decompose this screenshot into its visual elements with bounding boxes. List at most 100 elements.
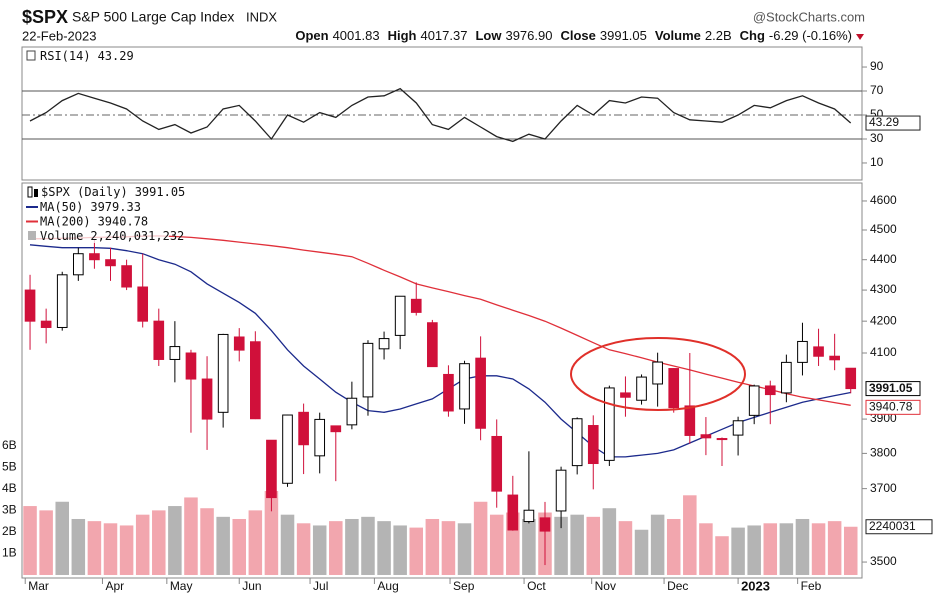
candle-body: [40, 320, 52, 328]
candle-body: [394, 295, 406, 336]
quote-label: Open: [295, 28, 328, 43]
x-tick-label: Mar: [28, 579, 49, 593]
candle-body: [716, 438, 728, 441]
legend: Volume 2,240,031,232: [40, 229, 184, 243]
y-tick-label: 70: [870, 83, 884, 97]
candle-body: [24, 289, 36, 322]
value-box: [865, 519, 933, 535]
x-tick-label: May: [170, 579, 193, 593]
volume-bar: [264, 490, 279, 575]
volume-bar: [731, 527, 745, 575]
candle-body: [169, 346, 181, 360]
volume-bar: [296, 523, 311, 575]
rsi-line: [29, 87, 852, 143]
candle-body: [764, 385, 776, 396]
y-tick-label: 4100: [870, 345, 897, 359]
volume-tick-label: 3B: [2, 503, 17, 517]
y-tick-label: 3800: [870, 446, 897, 460]
volume-bar: [168, 506, 182, 575]
index-name: S&P 500 Large Cap Index: [72, 9, 234, 25]
volume-bar: [393, 525, 407, 575]
candle-body: [652, 361, 663, 385]
volume-bar: [683, 495, 697, 575]
x-tick-label: Aug: [377, 579, 398, 593]
candle-body: [443, 373, 454, 412]
volume-bar: [618, 521, 633, 575]
legend-icon: [27, 186, 33, 198]
volume-bar: [570, 514, 584, 575]
volume-bar: [312, 525, 327, 575]
quote-label: Volume: [655, 28, 701, 43]
volume-tick-label: 6B: [2, 438, 17, 452]
volume-bar: [473, 501, 488, 575]
volume-bar: [87, 521, 102, 575]
volume-bar: [666, 518, 681, 575]
candle-body: [491, 435, 503, 492]
volume-tick-label: 4B: [2, 481, 17, 495]
y-tick-label: 4400: [870, 252, 897, 266]
candle-body: [266, 439, 277, 499]
quote-value: 4017.37: [420, 28, 467, 43]
legend-icon: [26, 50, 36, 61]
moving-average: [29, 235, 851, 406]
volume-bar: [119, 525, 134, 575]
candle-body: [732, 420, 744, 436]
candle-body: [829, 355, 840, 361]
change-arrow: [856, 34, 864, 40]
y-tick-label: 90: [870, 59, 884, 73]
legend-value: 3940.78: [98, 214, 149, 228]
x-tick-label: Jun: [242, 579, 261, 593]
y-tick-label: 3700: [870, 481, 897, 495]
candle-body: [250, 341, 261, 420]
x-tick-label: Nov: [595, 579, 616, 593]
candle-body: [201, 378, 213, 420]
volume-bar: [135, 514, 150, 575]
y-tick-label: 30: [870, 131, 884, 145]
candle-body: [620, 392, 631, 398]
candle-body: [748, 385, 760, 416]
volume-bar: [152, 510, 166, 575]
volume-bar: [345, 518, 359, 575]
legend-name: $SPX (Daily): [41, 185, 128, 199]
volume-bar: [650, 514, 665, 575]
candle-body: [137, 286, 149, 322]
legend-name: MA(50): [40, 200, 83, 214]
volume-bar: [522, 518, 536, 575]
volume-bar: [763, 523, 778, 575]
volume-bar: [457, 523, 472, 575]
volume-bar: [216, 516, 230, 575]
candle-body: [298, 411, 309, 446]
volume-bar: [489, 514, 504, 575]
legend-icon: [34, 189, 38, 197]
x-tick-label: Oct: [527, 579, 546, 593]
value-box: [865, 381, 921, 397]
volume-bar: [184, 497, 198, 575]
candle-body: [797, 340, 808, 363]
legend-value: 2,240,031,232: [90, 229, 184, 243]
candle-body: [346, 397, 358, 426]
y-tick-label: 4600: [870, 193, 897, 207]
quote-label: Chg: [740, 28, 765, 43]
value-box-label: 3940.78: [869, 400, 913, 414]
legend-value: 3979.33: [90, 200, 141, 214]
volume-bar: [441, 521, 456, 575]
legend: $SPX (Daily) 3991.05: [41, 185, 185, 199]
x-tick-label: Dec: [667, 579, 688, 593]
quote-value: 4001.83: [333, 28, 380, 43]
rsi-panel: [21, 46, 863, 181]
volume-tick-label: 2B: [2, 524, 17, 538]
volume-bar: [409, 527, 424, 575]
volume-bar: [586, 516, 601, 575]
candle-body: [72, 253, 84, 276]
legend-name: MA(200): [40, 214, 91, 228]
candle-body: [330, 425, 342, 433]
legend-name: Volume: [40, 229, 83, 243]
exchange: INDX: [246, 9, 277, 24]
candle-body: [668, 368, 680, 409]
quote-label: Close: [560, 28, 595, 43]
legend-value: 43.29: [98, 49, 134, 63]
candle-body: [233, 336, 245, 351]
y-tick-label: 4300: [870, 282, 897, 296]
y-tick-label: 3500: [870, 554, 897, 568]
